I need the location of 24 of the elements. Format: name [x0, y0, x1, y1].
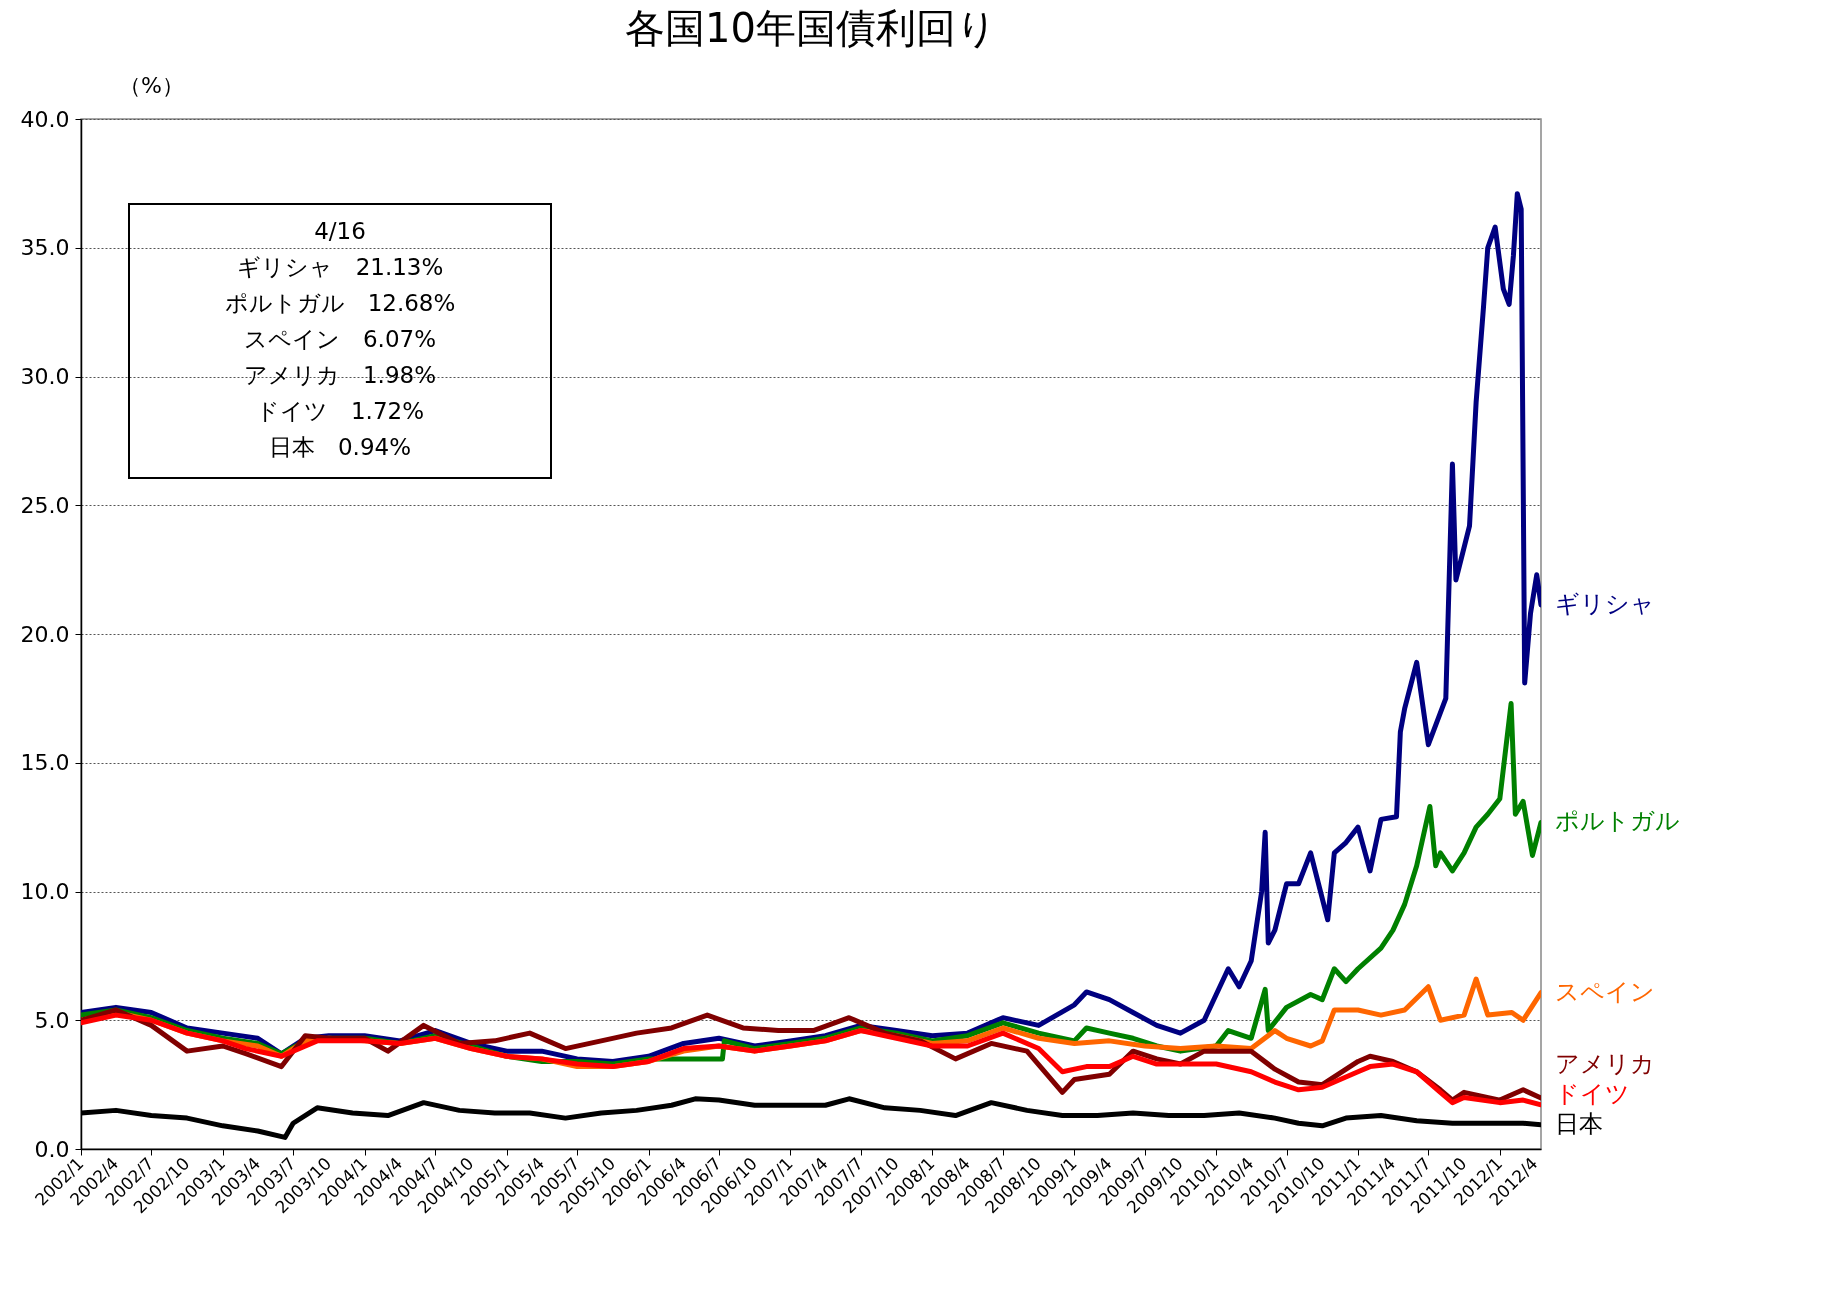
y-tick-label: 5.0 — [34, 1007, 70, 1033]
series-label: アメリカ — [1555, 1049, 1655, 1078]
y-tick-label: 20.0 — [20, 621, 70, 647]
y-tick-label: 30.0 — [20, 364, 70, 389]
y-tick-label: 25.0 — [20, 492, 70, 518]
annotation: アメリカ 1.98% — [243, 362, 437, 388]
annotation: スペイン 6.07% — [243, 326, 437, 352]
chart-title: 各国10年国債利回り — [625, 5, 997, 51]
series-label: ドイツ — [1555, 1079, 1630, 1108]
annotation: 4/16 — [314, 218, 366, 244]
series-label: ポルトガル — [1555, 807, 1680, 836]
y-tick-label: 10.0 — [20, 879, 70, 904]
annotation: ドイツ 1.72% — [255, 398, 425, 424]
annotation: 日本 0.94% — [268, 434, 412, 460]
y-tick-label: 35.0 — [20, 235, 70, 261]
y-tick-label: 15.0 — [20, 750, 70, 776]
series-label: ギリシャ — [1555, 589, 1655, 618]
y-axis-title: （%） — [119, 72, 184, 98]
annotation: ギリシャ 21.13% — [236, 254, 444, 280]
y-tick-label: 0.0 — [34, 1136, 70, 1162]
series-label: 日本 — [1555, 1109, 1603, 1138]
annotation: ポルトガル 12.68% — [224, 290, 456, 316]
series-label: スペイン — [1555, 977, 1655, 1006]
y-tick-label: 40.0 — [20, 106, 70, 132]
